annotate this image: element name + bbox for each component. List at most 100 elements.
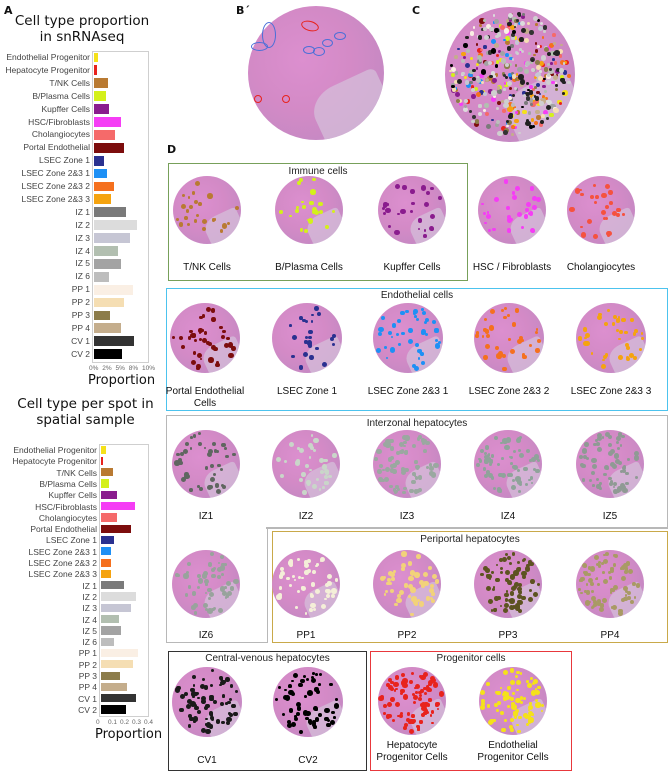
cell-spot [493,487,497,491]
cell-spot [600,209,606,215]
cell-spot [309,445,314,450]
cell-spot [532,96,537,101]
cell-spot [304,612,308,616]
cell-spot [484,343,490,349]
cell-spot [592,484,595,487]
cell-spot [201,219,208,225]
cell-spot [536,582,541,587]
cell-spot [527,683,532,688]
cell-spot [225,594,230,598]
x-tick-label: 8% [128,364,139,372]
cell-spot [326,589,332,595]
cell-spot [605,466,609,470]
cell-spot [491,571,494,574]
cell-spot [531,124,535,128]
cell-spot [622,213,626,217]
cell-spot [552,33,556,37]
cell-spot [381,468,385,472]
cell-spot [514,22,518,26]
cell-spot [287,722,293,728]
cell-spot [491,227,496,232]
cell-spot [202,677,206,681]
thumbnail-label: PP4 [600,630,620,641]
cell-spot [463,75,467,79]
cell-spot [504,82,509,87]
cell-spot [301,200,304,204]
cell-spot [198,486,203,491]
cell-spot [516,436,522,442]
cell-spot [386,581,390,586]
cell-spot [496,86,501,90]
cell-spot [490,609,494,612]
cell-spot [192,434,197,438]
cell-spot [436,344,440,348]
bar [94,310,111,321]
cell-spot [316,478,320,482]
cell-spot [423,202,429,208]
category-label: LSEC Zone 2&3 2 [21,181,90,191]
cell-spot [303,228,308,233]
cell-spot [490,476,495,480]
cell-spot [302,351,309,358]
cell-spot [396,598,402,604]
cell-spot [425,440,430,445]
category-label: HSC/Fibroblasts [28,116,90,127]
cell-spot [312,672,316,675]
annotation-ellipse [251,42,268,51]
cell-spot [487,719,493,725]
tissue-thumbnail [272,430,340,498]
category-label: Portal Endothelial [30,524,97,535]
cell-spot [518,14,521,18]
cell-spot [604,216,608,220]
cell-spot [521,105,524,109]
cell-spot [222,329,226,333]
cell-spot [590,605,595,609]
tissue-thumbnail [478,176,546,244]
cell-spot [479,18,485,24]
cell-spot [499,24,506,31]
cell-spot [518,448,522,453]
cell-spot [435,579,440,584]
cell-spot [528,85,533,90]
cell-spot [198,327,203,333]
cell-spot [385,442,391,448]
cell-spot [506,228,512,233]
cell-spot [584,442,589,447]
cell-spot [296,181,301,186]
category-label: IZ 4 [75,245,90,256]
cell-spot [197,696,200,699]
cell-spot [185,570,190,575]
cell-spot [229,684,234,688]
cell-spot [402,682,408,689]
cell-spot [278,573,284,579]
thumbnail-label: IZ6 [198,630,214,641]
cell-spot [402,725,407,730]
cell-spot [318,682,321,686]
cell-spot [485,681,491,687]
cell-spot [492,94,497,99]
cell-spot [562,90,568,96]
cell-spot [539,120,544,124]
cell-spot [399,449,404,455]
group-interzonal-divider [266,527,668,529]
cell-spot [400,310,405,315]
cell-spot [524,566,530,572]
cell-spot [403,450,409,456]
cell-spot [402,490,406,494]
cell-spot [472,68,476,72]
tissue-thumbnail [170,303,240,373]
cell-spot [331,711,335,715]
cell-spot [589,566,595,572]
cell-spot [463,107,468,112]
cell-spot [281,712,285,716]
cell-spot [425,191,430,196]
cell-spot [509,74,515,80]
cell-spot [478,459,483,463]
cell-spot [620,470,623,474]
cell-spot [502,73,506,77]
cell-spot [193,219,198,223]
cell-spot [314,306,319,311]
cell-spot [300,586,306,592]
x-tick-label: 0.4 [144,719,154,727]
cell-spot [314,564,318,568]
